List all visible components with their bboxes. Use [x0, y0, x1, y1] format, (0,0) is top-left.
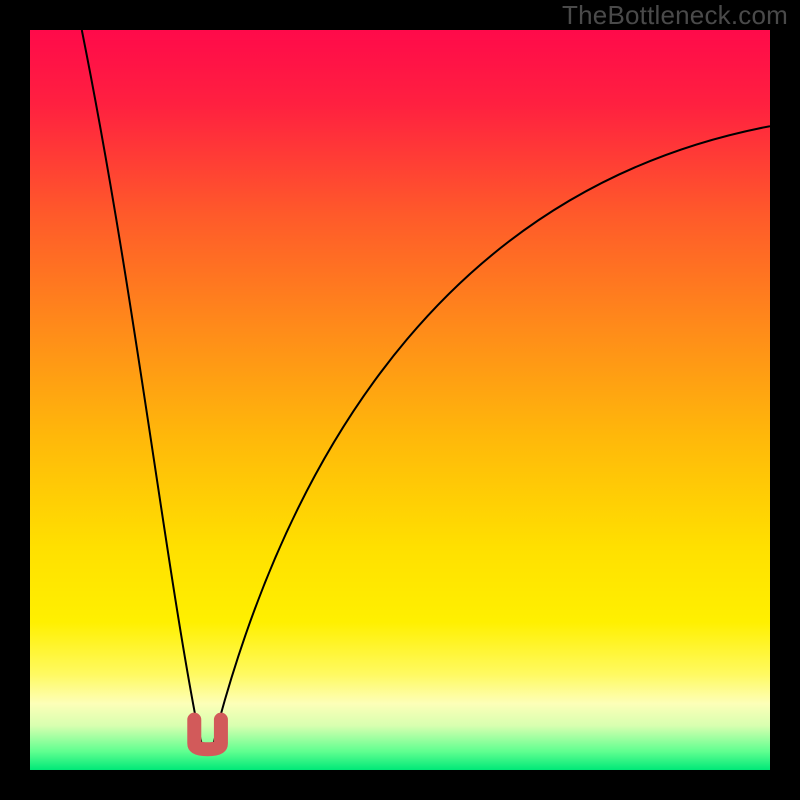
watermark-text: TheBottleneck.com [562, 0, 788, 31]
bottleneck-curve-chart [0, 0, 800, 800]
chart-container: TheBottleneck.com [0, 0, 800, 800]
gradient-background [30, 30, 770, 770]
